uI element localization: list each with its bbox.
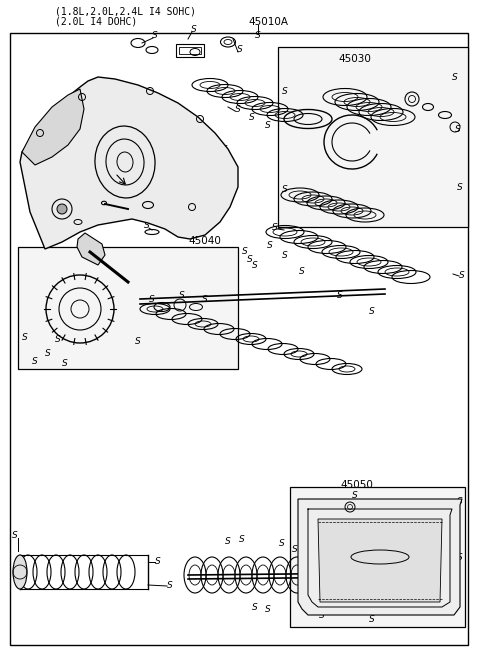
Text: S: S xyxy=(82,91,88,99)
Text: S: S xyxy=(337,290,343,300)
Text: S: S xyxy=(369,307,375,317)
Text: S: S xyxy=(167,581,173,589)
Text: S: S xyxy=(279,539,285,547)
Text: S: S xyxy=(237,45,243,53)
Text: S: S xyxy=(282,185,288,194)
Text: S: S xyxy=(32,357,38,367)
Text: S: S xyxy=(67,112,73,122)
Text: S: S xyxy=(255,30,261,39)
Text: S: S xyxy=(452,72,458,81)
Text: S: S xyxy=(282,250,288,260)
Text: S: S xyxy=(45,350,51,359)
Polygon shape xyxy=(298,499,462,615)
Text: S: S xyxy=(35,202,41,212)
Text: S: S xyxy=(249,112,255,122)
Circle shape xyxy=(57,204,67,214)
Text: S: S xyxy=(225,537,231,545)
Text: S: S xyxy=(22,332,28,342)
Text: S: S xyxy=(110,164,116,173)
Text: S: S xyxy=(292,545,298,553)
Text: S: S xyxy=(252,602,258,612)
Text: 45040: 45040 xyxy=(188,236,221,246)
Text: S: S xyxy=(144,221,150,229)
Text: S: S xyxy=(369,614,375,623)
Text: S: S xyxy=(267,240,273,250)
Text: S: S xyxy=(457,183,463,191)
Text: S: S xyxy=(12,530,18,539)
Text: S: S xyxy=(177,154,183,164)
Text: S: S xyxy=(282,87,288,97)
Bar xyxy=(290,487,465,627)
Text: 45030: 45030 xyxy=(338,54,371,64)
Text: S: S xyxy=(55,334,61,344)
Text: S: S xyxy=(265,120,271,129)
Text: S: S xyxy=(155,556,161,566)
Text: S: S xyxy=(272,223,278,231)
Text: S: S xyxy=(459,271,465,279)
Text: S: S xyxy=(242,248,248,256)
Text: S: S xyxy=(62,359,68,369)
Text: S: S xyxy=(457,553,463,562)
Text: S: S xyxy=(152,30,158,39)
Text: S: S xyxy=(247,254,253,263)
Bar xyxy=(176,44,204,57)
Text: S: S xyxy=(140,191,146,200)
Polygon shape xyxy=(77,233,105,265)
Text: S: S xyxy=(35,139,41,148)
Text: S: S xyxy=(319,610,325,620)
Text: S: S xyxy=(457,497,463,507)
Text: (1.8L,2.0L,2.4L I4 SOHC): (1.8L,2.0L,2.4L I4 SOHC) xyxy=(55,7,196,17)
Text: S: S xyxy=(202,294,208,304)
Text: S: S xyxy=(149,294,155,304)
Text: S: S xyxy=(93,191,99,200)
Polygon shape xyxy=(18,247,238,369)
Bar xyxy=(179,47,201,54)
Polygon shape xyxy=(22,89,84,165)
Polygon shape xyxy=(278,47,468,227)
Polygon shape xyxy=(20,77,238,249)
Text: S: S xyxy=(235,104,241,114)
Text: S: S xyxy=(455,124,461,133)
Polygon shape xyxy=(318,519,442,602)
Text: S: S xyxy=(222,145,228,154)
Text: 45010A: 45010A xyxy=(248,17,288,27)
Text: S: S xyxy=(179,290,185,300)
Text: S: S xyxy=(299,267,305,277)
Text: S: S xyxy=(191,24,197,34)
Text: S: S xyxy=(352,491,358,499)
Text: S: S xyxy=(45,221,51,229)
Text: S: S xyxy=(265,606,271,614)
Ellipse shape xyxy=(13,555,27,589)
Text: S: S xyxy=(252,260,258,269)
Text: (2.0L I4 DOHC): (2.0L I4 DOHC) xyxy=(55,17,137,27)
Text: S: S xyxy=(239,535,245,543)
Text: 45050: 45050 xyxy=(340,480,373,490)
Text: S: S xyxy=(135,338,141,346)
